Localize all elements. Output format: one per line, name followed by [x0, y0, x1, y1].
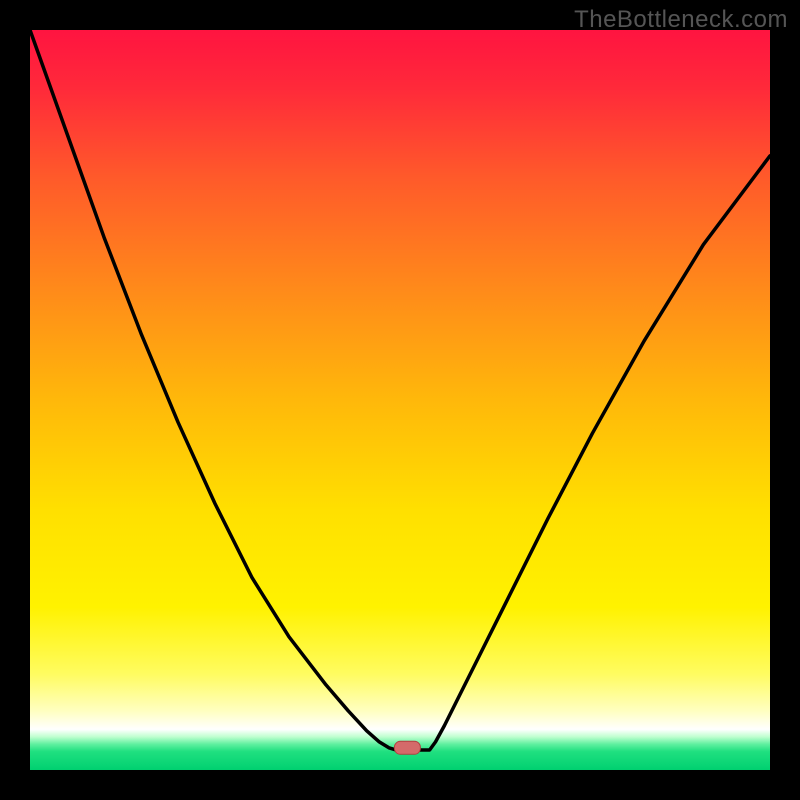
- optimal-point-marker: [394, 741, 420, 754]
- chart-container: TheBottleneck.com: [0, 0, 800, 800]
- watermark-text: TheBottleneck.com: [574, 6, 788, 34]
- gradient-background: [30, 30, 770, 770]
- bottleneck-chart: [0, 0, 800, 800]
